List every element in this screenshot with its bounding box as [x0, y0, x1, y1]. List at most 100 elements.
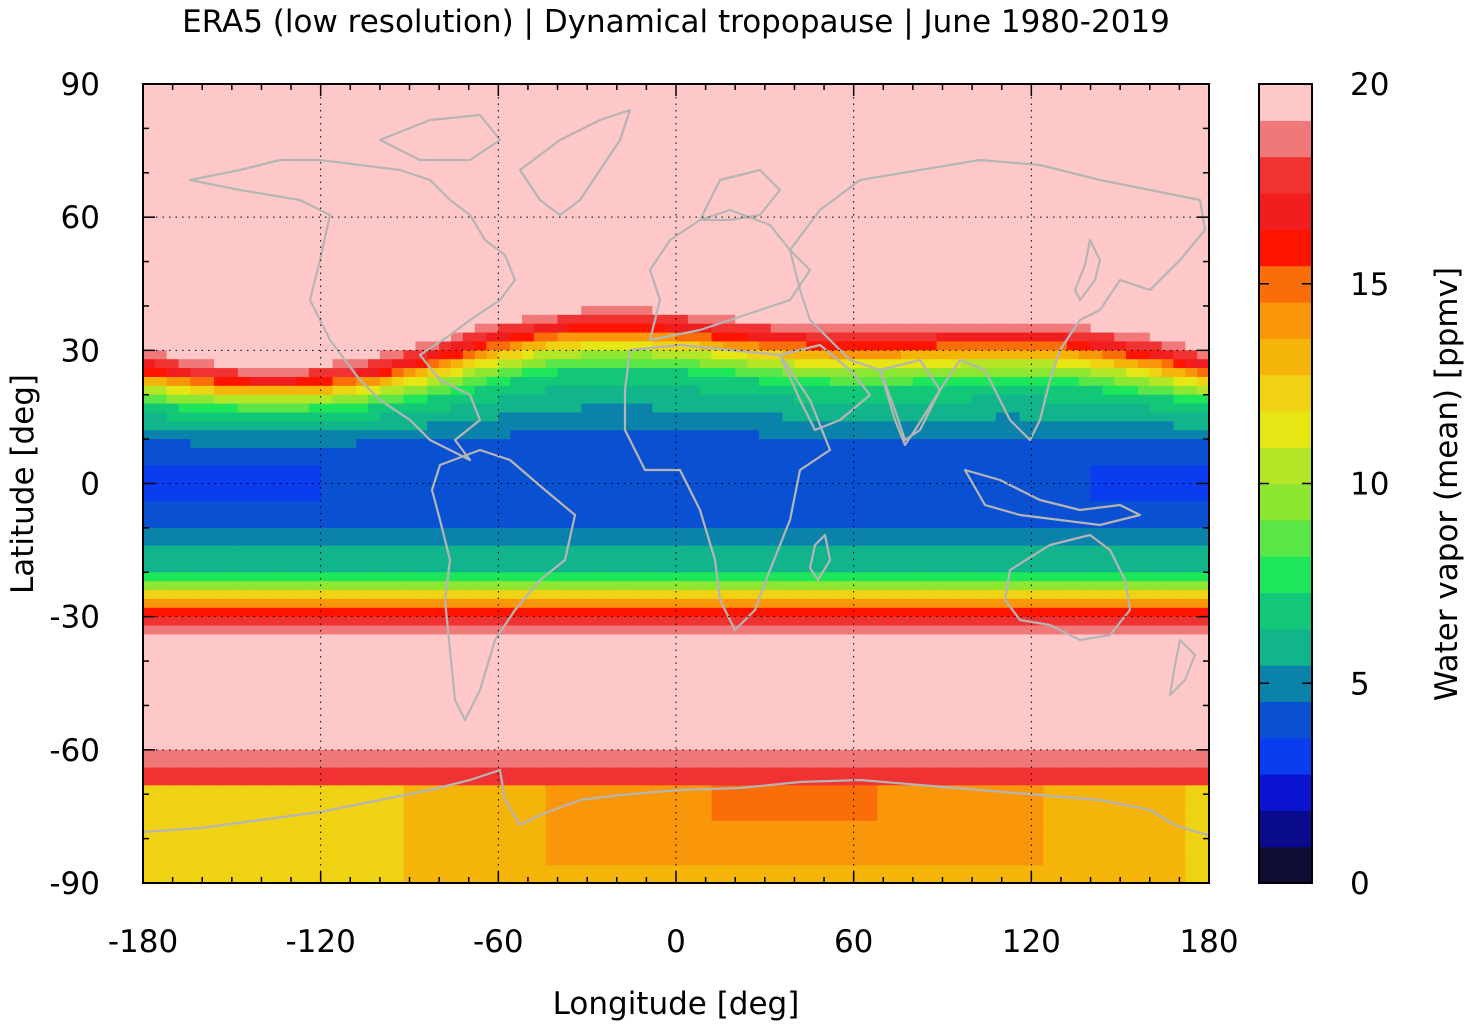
heatmap-cell: [1043, 305, 1056, 316]
heatmap-cell: [415, 394, 428, 405]
heatmap-cell: [166, 101, 180, 112]
heatmap-cell: [427, 403, 440, 414]
heatmap-cell: [1137, 554, 1151, 564]
heatmap-cell: [581, 226, 594, 236]
heatmap-cell: [1126, 376, 1139, 387]
heatmap-cell: [640, 208, 653, 218]
heatmap-cell: [1126, 510, 1139, 520]
heatmap-cell: [285, 226, 298, 236]
heatmap-cell: [782, 92, 796, 103]
heatmap-cell: [1019, 243, 1032, 254]
heatmap-cell: [379, 252, 393, 263]
heatmap-cell: [285, 181, 298, 192]
heatmap-cell: [296, 465, 310, 476]
heatmap-cell: [723, 217, 736, 227]
heatmap-cell: [1078, 536, 1092, 547]
heatmap-cell: [474, 430, 488, 440]
heatmap-cell: [178, 297, 191, 307]
heatmap-cell: [320, 572, 334, 582]
heatmap-cell: [273, 572, 286, 582]
heatmap-cell: [166, 234, 180, 245]
heatmap-cell: [308, 323, 322, 334]
heatmap-cell: [640, 261, 653, 272]
heatmap-cell: [1031, 447, 1044, 458]
heatmap-cell: [1137, 501, 1151, 511]
heatmap-cell: [415, 545, 428, 556]
heatmap-cell: [924, 226, 938, 236]
heatmap-cell: [249, 181, 263, 192]
heatmap-cell: [1149, 181, 1163, 192]
heatmap-cell: [225, 226, 239, 236]
heatmap-cell: [912, 226, 926, 236]
heatmap-cell: [249, 447, 263, 458]
heatmap-cell: [391, 527, 405, 538]
heatmap-cell: [308, 554, 322, 564]
heatmap-cell: [616, 323, 630, 334]
heatmap-cell: [640, 226, 653, 236]
heatmap-cell: [889, 465, 902, 476]
heatmap-cell: [1185, 563, 1198, 573]
heatmap-cell: [403, 217, 417, 227]
heatmap-cell: [320, 510, 334, 520]
heatmap-cell: [960, 261, 973, 272]
heatmap-cell: [415, 84, 428, 94]
heatmap-cell: [273, 563, 286, 573]
heatmap-cell: [699, 137, 713, 147]
heatmap-cell: [1185, 332, 1198, 343]
heatmap-cell: [995, 314, 1009, 325]
heatmap-cell: [640, 119, 653, 129]
heatmap-cell: [628, 288, 642, 298]
heatmap-cell: [320, 456, 334, 467]
heatmap-cell: [794, 519, 807, 529]
heatmap-cell: [510, 510, 523, 520]
heatmap-cell: [439, 252, 452, 263]
heatmap-cell: [1043, 146, 1056, 156]
heatmap-cell: [983, 279, 997, 289]
heatmap-cell: [1185, 465, 1198, 476]
heatmap-cell: [676, 501, 689, 511]
heatmap-cell: [995, 128, 1009, 138]
heatmap-cell: [439, 394, 452, 405]
heatmap-cell: [557, 376, 570, 387]
heatmap-cell: [237, 208, 251, 218]
heatmap-cell: [604, 474, 618, 485]
heatmap-cell: [237, 368, 251, 378]
heatmap-cell: [948, 456, 961, 467]
heatmap-cell: [403, 350, 417, 360]
heatmap-cell: [1019, 270, 1032, 280]
heatmap-cell: [983, 412, 997, 422]
heatmap-cell: [770, 536, 784, 547]
heatmap-cell: [225, 439, 239, 449]
heatmap-cell: [498, 430, 511, 440]
heatmap-cell: [296, 270, 310, 280]
heatmap-cell: [510, 314, 523, 325]
heatmap-cell: [545, 341, 559, 351]
heatmap-cell: [1197, 474, 1210, 485]
heatmap-cell: [770, 199, 784, 209]
heatmap-cell: [1126, 350, 1139, 360]
heatmap-cell: [995, 412, 1009, 422]
heatmap-cell: [557, 385, 570, 396]
heatmap-cell: [806, 261, 819, 272]
heatmap-cell: [1043, 181, 1056, 192]
heatmap-cell: [486, 394, 499, 405]
heatmap-cell: [924, 146, 938, 156]
heatmap-cell: [1055, 554, 1068, 564]
heatmap-cell: [924, 439, 938, 449]
heatmap-cell: [415, 376, 428, 387]
heatmap-cell: [569, 279, 582, 289]
heatmap-cell: [154, 430, 168, 440]
heatmap-cell: [664, 572, 677, 582]
heatmap-cell: [770, 563, 784, 573]
heatmap-cell: [249, 572, 263, 582]
heatmap-cell: [143, 536, 156, 547]
heatmap-cell: [901, 217, 914, 227]
heatmap-cell: [1149, 323, 1163, 334]
heatmap-cell: [711, 527, 724, 538]
heatmap-cell: [498, 456, 511, 467]
heatmap-cell: [439, 243, 452, 254]
heatmap-cell: [332, 554, 345, 564]
heatmap-cell: [628, 447, 642, 458]
heatmap-cell: [936, 146, 950, 156]
heatmap-cell: [829, 456, 843, 467]
